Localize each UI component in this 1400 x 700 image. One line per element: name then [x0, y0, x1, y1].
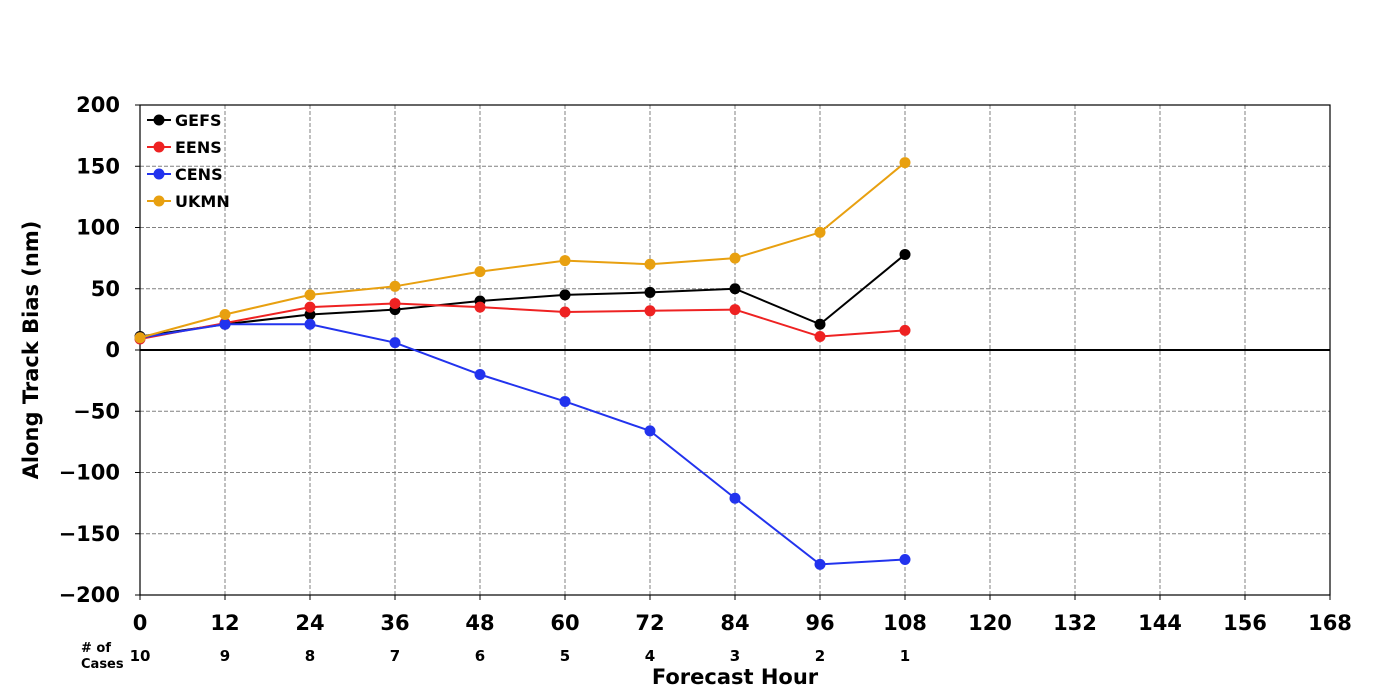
data-point-ukmn-36: [389, 280, 401, 292]
data-point-eens-24: [304, 301, 316, 313]
cases-count-0: 10: [130, 647, 151, 665]
data-point-cens-36: [389, 337, 401, 349]
data-point-ukmn-60: [559, 255, 571, 267]
series-layer: [134, 157, 911, 570]
series-line-cens: [139, 323, 906, 566]
data-point-gefs-96: [814, 318, 826, 330]
x-tick-label-36: 36: [380, 611, 409, 635]
data-point-cens-12: [219, 318, 231, 330]
legend-label-cens: CENS: [175, 165, 223, 184]
x-tick-label-0: 0: [133, 611, 148, 635]
legend-marker-cens: [153, 168, 165, 180]
data-point-ukmn-24: [304, 289, 316, 301]
series-line-gefs: [139, 253, 906, 338]
data-point-ukmn-72: [644, 258, 656, 270]
cases-label-line1: # of: [81, 641, 111, 656]
data-point-gefs-72: [644, 286, 656, 298]
data-point-ukmn-48: [474, 266, 486, 278]
data-point-cens-96: [814, 558, 826, 570]
cases-row: # of Cases 10 9 8 7 6 5 4 3 2 1: [81, 641, 910, 672]
cases-count-72: 4: [645, 647, 655, 665]
legend: GEFS EENS CENS UKMN: [147, 111, 230, 211]
series-line-eens: [139, 302, 906, 340]
data-point-cens-108: [899, 553, 911, 565]
grid: [140, 105, 1330, 595]
series-cens: [134, 318, 911, 570]
y-tick-label-50: 50: [91, 277, 120, 301]
data-point-cens-72: [644, 425, 656, 437]
x-tick-label-84: 84: [720, 611, 749, 635]
data-point-gefs-108: [899, 248, 911, 260]
data-point-ukmn-12: [219, 308, 231, 320]
cases-count-36: 7: [390, 647, 400, 665]
x-tick-label-60: 60: [550, 611, 579, 635]
x-tick-label-48: 48: [465, 611, 494, 635]
x-tick-label-156: 156: [1223, 611, 1267, 635]
data-point-ukmn-96: [814, 226, 826, 238]
legend-marker-ukmn: [153, 195, 165, 207]
x-tick-label-108: 108: [883, 611, 927, 635]
cases-count-60: 5: [560, 647, 570, 665]
y-tick-label--200: −200: [59, 583, 120, 607]
legend-marker-gefs: [153, 114, 165, 126]
legend-label-ukmn: UKMN: [175, 192, 230, 211]
x-tick-label-168: 168: [1308, 611, 1352, 635]
cases-count-108: 1: [900, 647, 910, 665]
x-tick-label-132: 132: [1053, 611, 1097, 635]
series-ukmn: [134, 157, 911, 344]
data-point-ukmn-84: [729, 252, 741, 264]
data-point-cens-24: [304, 318, 316, 330]
data-point-eens-96: [814, 331, 826, 343]
cases-count-48: 6: [475, 647, 485, 665]
data-point-ukmn-108: [899, 157, 911, 169]
y-tick-labels: −200 −150 −100 −50 0 50 100 150 200: [59, 93, 140, 607]
data-point-cens-48: [474, 369, 486, 380]
data-point-eens-48: [474, 301, 486, 313]
y-tick-label-100: 100: [76, 216, 120, 240]
data-point-cens-60: [559, 395, 571, 407]
y-axis-title: Along Track Bias (nm): [19, 221, 43, 480]
data-point-eens-36: [389, 297, 401, 309]
x-tick-label-12: 12: [210, 611, 239, 635]
y-tick-label--100: −100: [59, 461, 120, 485]
cases-count-24: 8: [305, 647, 315, 665]
data-point-eens-72: [644, 305, 656, 317]
cases-count-12: 9: [220, 647, 230, 665]
data-point-eens-60: [559, 306, 571, 318]
data-point-eens-84: [729, 304, 741, 316]
cases-label-line2: Cases: [81, 657, 124, 672]
data-point-ukmn-0: [134, 332, 146, 344]
x-tick-label-24: 24: [295, 611, 324, 635]
cases-count-84: 3: [730, 647, 740, 665]
data-point-gefs-84: [729, 283, 741, 295]
x-tick-label-72: 72: [635, 611, 664, 635]
x-tick-labels: 0 12 24 36 48 60 72 84 96 108 120 132 144 156 168: [133, 595, 1352, 635]
x-tick-label-144: 144: [1138, 611, 1182, 635]
legend-marker-eens: [153, 141, 165, 153]
x-axis-title: Forecast Hour: [652, 665, 819, 689]
legend-label-eens: EENS: [175, 138, 222, 157]
legend-label-gefs: GEFS: [175, 111, 222, 130]
y-tick-label--50: −50: [73, 399, 120, 423]
data-point-eens-108: [899, 324, 911, 336]
y-tick-label-150: 150: [76, 154, 120, 178]
y-tick-label-200: 200: [76, 93, 120, 117]
data-point-cens-84: [729, 492, 741, 504]
x-tick-label-120: 120: [968, 611, 1012, 635]
series-line-ukmn: [139, 161, 906, 339]
y-tick-label-0: 0: [105, 338, 120, 362]
y-tick-label--150: −150: [59, 522, 120, 546]
data-point-gefs-60: [559, 289, 571, 301]
cases-count-96: 2: [815, 647, 825, 665]
x-tick-label-96: 96: [805, 611, 834, 635]
